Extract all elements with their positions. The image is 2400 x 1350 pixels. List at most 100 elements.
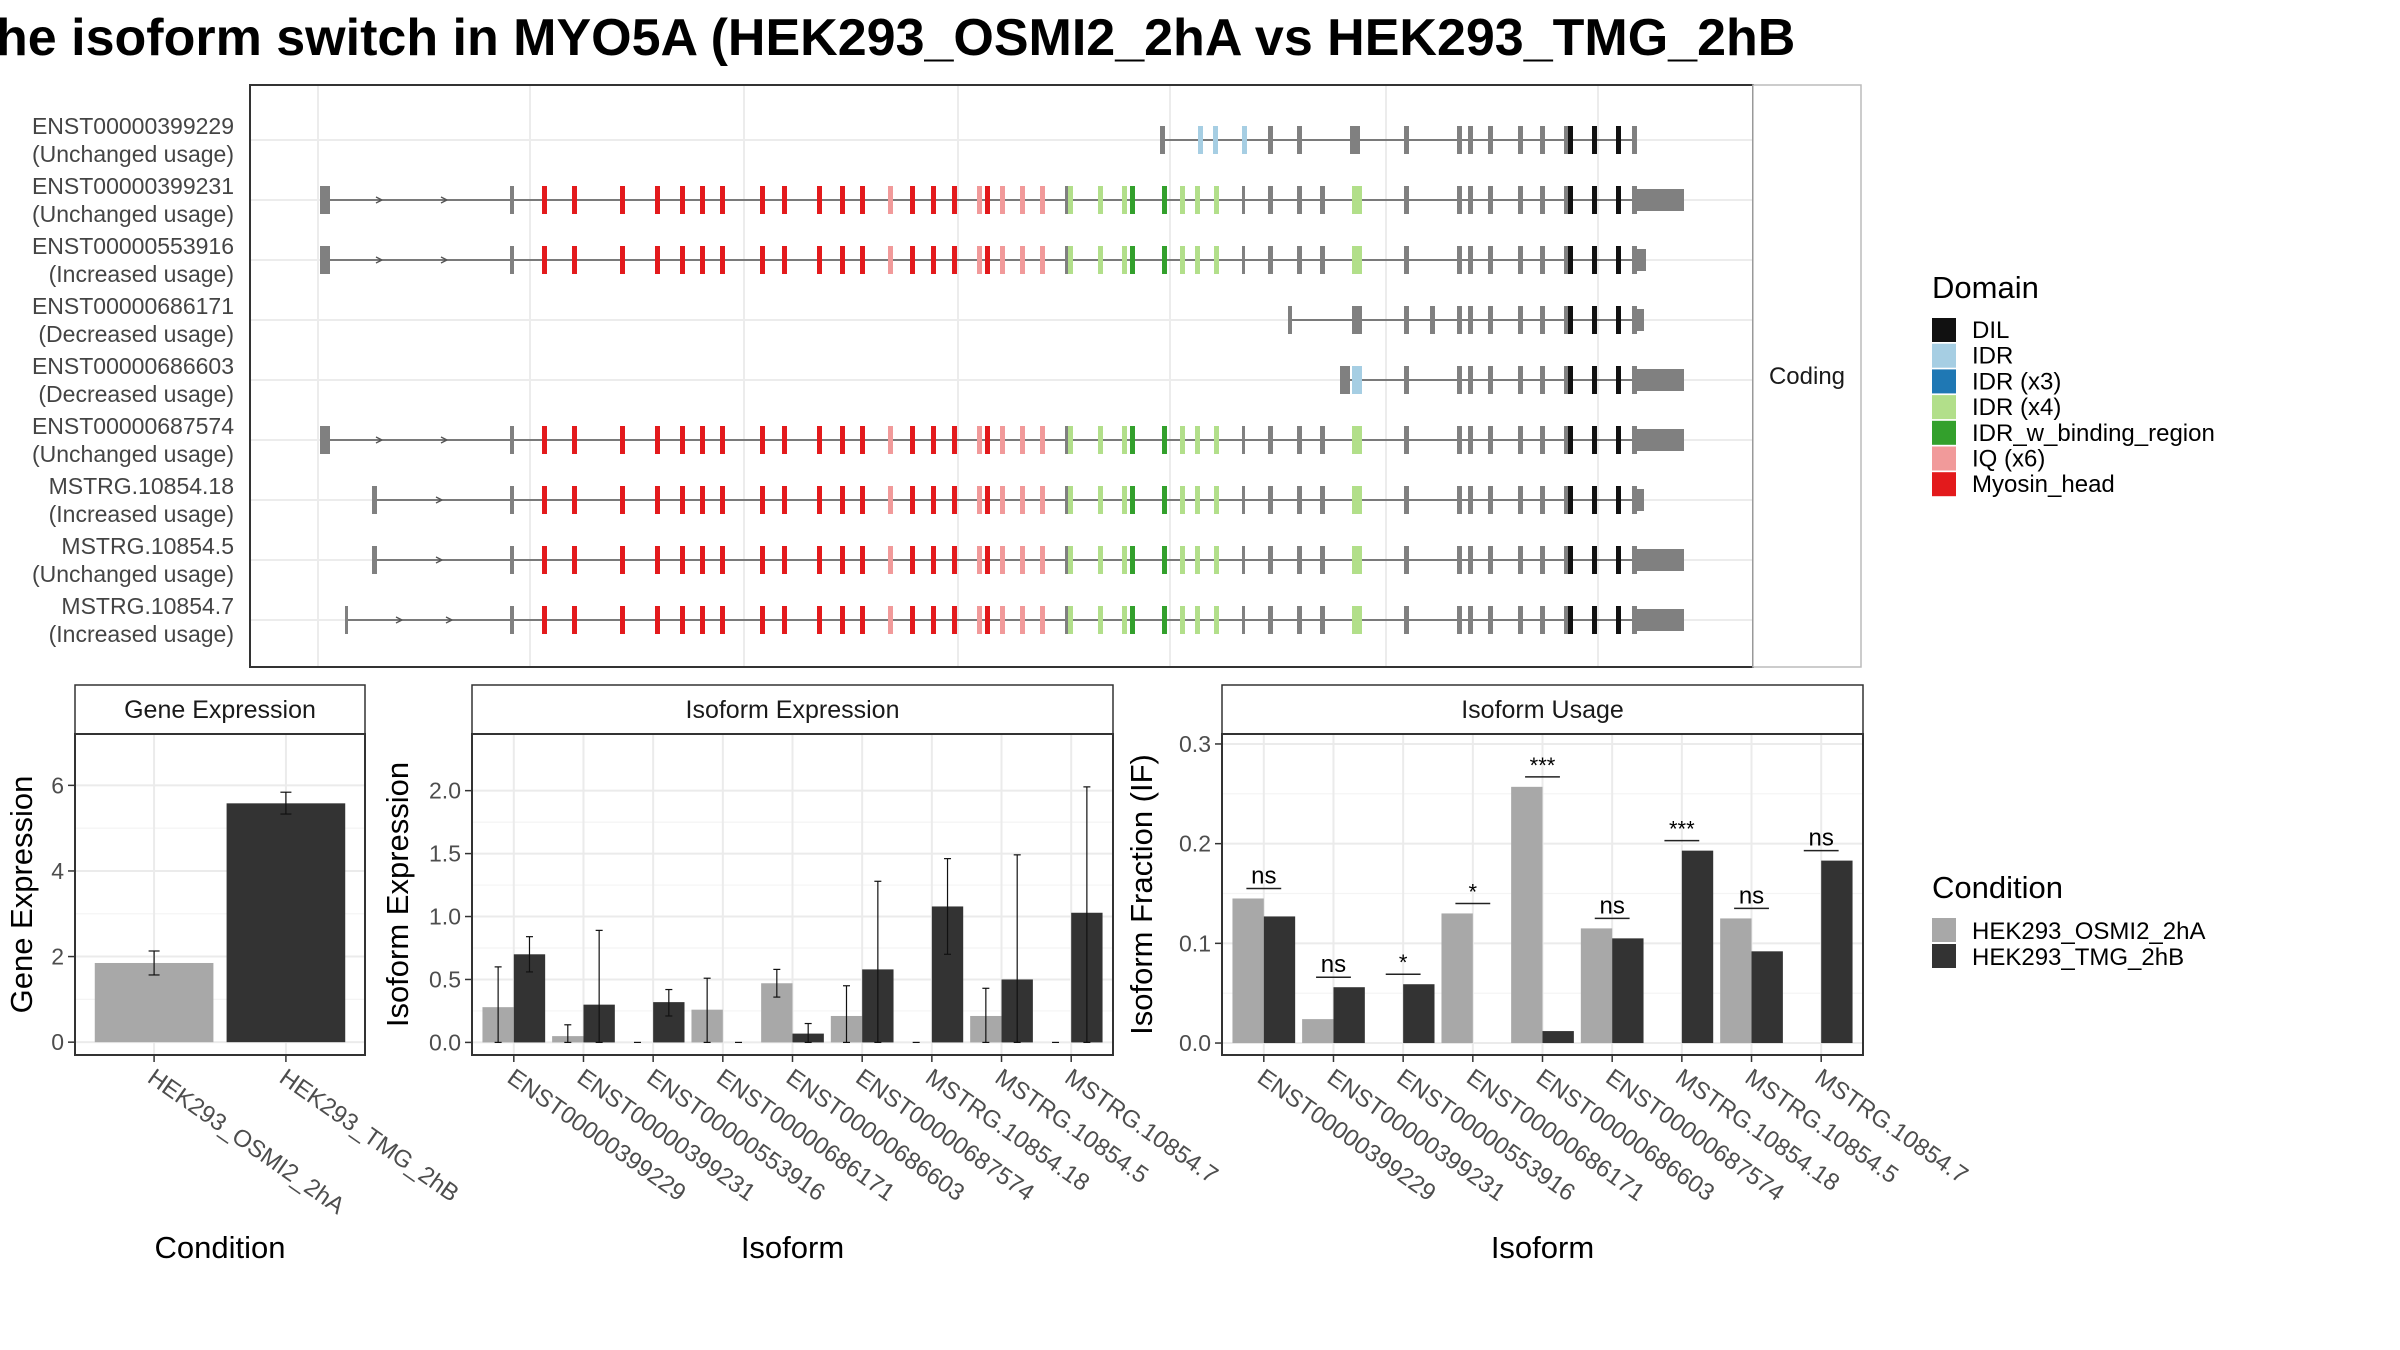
exon-block <box>1616 606 1621 634</box>
exon-block <box>700 486 705 514</box>
exon-block <box>952 186 957 214</box>
bar-chart-2: Isoform Expression0.00.51.01.52.0ENST000… <box>380 684 1223 1265</box>
exon-block <box>1350 126 1360 154</box>
transcript-track <box>345 606 1684 634</box>
exon-block <box>572 546 577 574</box>
exon-block <box>1000 546 1005 574</box>
isoform-status-label: (Increased usage) <box>49 621 234 647</box>
bar-charts: Gene Expression0246HEK293_OSMI2_2hAHEK29… <box>4 684 1973 1265</box>
exon-block <box>985 426 990 454</box>
exon-block <box>345 606 348 634</box>
exon-block <box>860 246 865 274</box>
exon-block <box>1000 246 1005 274</box>
exon-block <box>1632 546 1637 574</box>
exon-block <box>1242 606 1245 634</box>
exon-block <box>572 186 577 214</box>
exon-block <box>1564 546 1569 574</box>
exon-block <box>1198 126 1203 154</box>
exon-block <box>782 486 787 514</box>
exon-block <box>1616 366 1621 394</box>
exon-block <box>1000 606 1005 634</box>
y-tick-label: 4 <box>51 858 64 884</box>
exon-block <box>1632 426 1637 454</box>
exon-block <box>977 606 982 634</box>
exon-block <box>1518 546 1523 574</box>
bar <box>1511 786 1543 1044</box>
exon-block <box>1592 306 1597 334</box>
exon-block <box>1242 546 1245 574</box>
exon-block <box>782 186 787 214</box>
exon-block <box>1540 546 1545 574</box>
strand-arrow <box>435 556 444 564</box>
bar <box>1720 918 1752 1044</box>
exon-block <box>1518 606 1523 634</box>
exon-block <box>817 546 822 574</box>
exon-block <box>931 246 936 274</box>
exon-block <box>680 546 685 574</box>
exon-block <box>1320 606 1325 634</box>
exon-block <box>1564 126 1569 154</box>
exon-block <box>782 246 787 274</box>
exon-block <box>910 246 915 274</box>
exon-block <box>700 246 705 274</box>
y-tick-label: 0.0 <box>1179 1030 1211 1056</box>
exon-block <box>1488 606 1493 634</box>
exon-block <box>1352 486 1362 514</box>
exon-block <box>510 486 514 514</box>
exon-block <box>1404 546 1409 574</box>
isoform-id-label: ENST00000553916 <box>32 233 234 259</box>
strand-arrow <box>445 616 454 624</box>
exon-block <box>542 186 547 214</box>
exon-block <box>1297 126 1302 154</box>
isoform-id-label: MSTRG.10854.18 <box>49 473 234 499</box>
exon-block <box>760 486 765 514</box>
exon-block <box>1122 426 1127 454</box>
bar <box>226 803 346 1043</box>
exon-block <box>1632 306 1637 334</box>
exon-block <box>817 426 822 454</box>
exon-block <box>720 606 725 634</box>
exon-block <box>1468 546 1473 574</box>
y-tick-label: 0 <box>51 1029 64 1055</box>
exon-block <box>1122 186 1127 214</box>
y-tick-label: 6 <box>51 772 64 798</box>
exon-block <box>840 486 845 514</box>
exon-block <box>1065 246 1070 274</box>
exon-block <box>680 246 685 274</box>
strand-arrow <box>395 616 404 624</box>
exon-block <box>1468 126 1473 154</box>
exon-block <box>1020 546 1025 574</box>
domain-legend-swatch <box>1932 395 1956 420</box>
exon-block <box>1040 246 1045 274</box>
bar <box>1751 951 1783 1044</box>
exon-block <box>782 606 787 634</box>
exon-block <box>1568 546 1573 574</box>
exon-block <box>1592 426 1597 454</box>
exon-block <box>1297 546 1302 574</box>
exon-block <box>817 486 822 514</box>
transcript-track <box>372 486 1644 514</box>
exon-block <box>1268 606 1273 634</box>
exon-block <box>840 246 845 274</box>
exon-block <box>1242 186 1245 214</box>
significance-label: ns <box>1739 882 1764 909</box>
isoform-id-label: ENST00000399231 <box>32 173 234 199</box>
exon-block <box>1180 486 1185 514</box>
domain-legend-label: IDR (x3) <box>1972 368 2061 395</box>
transcript-track <box>320 246 1646 274</box>
exon-block <box>1130 486 1135 514</box>
exon-block <box>1068 186 1073 214</box>
exon-block <box>1040 186 1045 214</box>
exon-block <box>700 546 705 574</box>
exon-block <box>1352 186 1362 214</box>
exon-block <box>1065 426 1070 454</box>
exon-block <box>888 546 893 574</box>
exon-block <box>1568 366 1573 394</box>
exon-block <box>1632 246 1637 274</box>
exon-block <box>1518 186 1523 214</box>
exon-block <box>1195 246 1200 274</box>
y-axis-title: Isoform Expression <box>380 762 415 1027</box>
exon-block <box>510 546 514 574</box>
exon-block <box>372 486 377 514</box>
exon-block <box>1242 246 1245 274</box>
